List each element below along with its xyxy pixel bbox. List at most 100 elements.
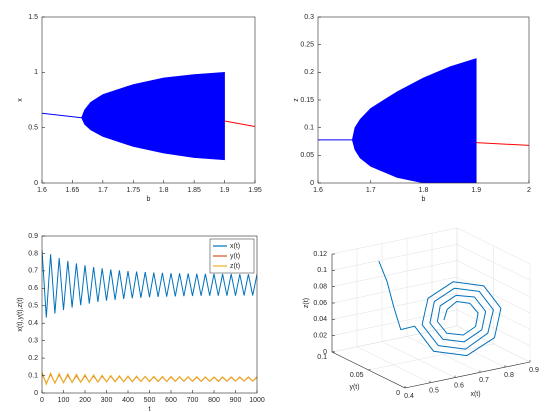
- z-axis-label: z(t): [303, 298, 310, 308]
- y-tick-label: 0.05: [300, 152, 314, 159]
- x-tick-label: 1.6: [313, 187, 323, 194]
- x-tick-label: 1.9: [471, 187, 481, 194]
- y-tick: [404, 387, 408, 389]
- x-axis: [404, 361, 531, 389]
- y-tick-label: 0.4: [28, 320, 38, 327]
- z-tick-label: 0.06: [313, 300, 327, 307]
- z-tick-label: 0.1: [317, 267, 327, 274]
- grid-line: [456, 325, 531, 363]
- x-tick-label: 1000: [249, 397, 265, 404]
- x-tick-label: 200: [79, 397, 91, 404]
- y-tick-label: 0.6: [28, 285, 38, 292]
- grid-line: [331, 309, 458, 336]
- band: [81, 72, 225, 161]
- x-tick-label: 2: [527, 187, 531, 194]
- grid-line: [456, 276, 531, 314]
- x-tick-label: 1.8: [159, 187, 169, 194]
- x-tick-label: 0.4: [404, 393, 414, 400]
- series-line: [42, 371, 257, 386]
- y-tick-label: 0.5: [28, 303, 38, 310]
- y-tick-label: 0.3: [28, 338, 38, 345]
- y-tick-label: 0: [34, 180, 38, 187]
- y-tick-label: 0.7: [28, 268, 38, 275]
- legend-label: z(t): [230, 263, 240, 270]
- y-tick-label: 0: [34, 390, 38, 397]
- z-tick-label: 0.02: [313, 333, 327, 340]
- x-tick-label: 1.75: [126, 187, 140, 194]
- x-tick-label: 400: [122, 397, 134, 404]
- y-axis-label: z: [293, 98, 300, 102]
- trajectory: [378, 261, 502, 357]
- grid-line: [331, 244, 458, 271]
- y-tick-label: 1.5: [28, 14, 38, 21]
- y-tick-label: 0.15: [300, 97, 314, 104]
- x-tick-label: 0.8: [504, 372, 514, 379]
- z-tick-label: 0.08: [313, 284, 327, 291]
- x-tick-label: 1.85: [187, 187, 201, 194]
- x-tick-label: 300: [101, 397, 113, 404]
- grid-line: [456, 244, 531, 281]
- x-axis-label: t: [149, 406, 151, 412]
- y-tick-label: 0.2: [304, 69, 314, 76]
- y-tick-label: 0.2: [28, 355, 38, 362]
- x-tick-label: 100: [58, 397, 70, 404]
- x-tick-label: 1.7: [98, 187, 108, 194]
- y-tick-label: 0.1: [304, 125, 314, 132]
- legend-label: x(t): [230, 243, 240, 250]
- grid-line: [331, 293, 458, 320]
- x-tick-label: 0.6: [454, 382, 464, 389]
- x-tick-label: 1.9: [220, 187, 230, 194]
- x-axis-label: b: [422, 196, 426, 203]
- z-tick-label: 0.04: [313, 316, 327, 323]
- y-axis-label: x: [17, 98, 24, 102]
- x-tick-label: 0.9: [529, 367, 539, 374]
- x-tick-label: 700: [187, 397, 199, 404]
- x-tick-label: 1.8: [419, 187, 429, 194]
- legend-label: y(t): [230, 253, 240, 260]
- x-tick-label: 1.6: [37, 187, 47, 194]
- y-tick-label: 0.1: [28, 372, 38, 379]
- y-tick-label: 1: [34, 69, 38, 76]
- x-tick-label: 1.7: [366, 187, 376, 194]
- x-tick-label: 1.95: [248, 187, 262, 194]
- x-tick-label: 1.65: [66, 187, 80, 194]
- y-tick-label: 0.5: [28, 125, 38, 132]
- y-tick-label: 0: [396, 390, 400, 397]
- z-tick-label: 0: [323, 349, 327, 356]
- x-tick-label: 0.5: [429, 388, 439, 395]
- y-tick: [368, 369, 371, 371]
- y-axis-label: y(t): [349, 384, 359, 391]
- series-line: [42, 249, 257, 318]
- y-tick-label: 0: [310, 180, 314, 187]
- y-tick-label: 0.05: [350, 372, 364, 379]
- grid-line: [331, 276, 458, 304]
- grid-line: [456, 260, 531, 297]
- band: [351, 58, 477, 183]
- y-tick-label: 0.3: [304, 14, 314, 21]
- z-tick-label: 0.12: [313, 251, 327, 258]
- x-tick-label: 600: [165, 397, 177, 404]
- grid-line: [331, 260, 458, 287]
- x-tick-label: 500: [144, 397, 156, 404]
- y-tick-label: 0.25: [300, 42, 314, 49]
- branch-line: [42, 112, 82, 119]
- x-axis-label: x(t): [470, 391, 480, 398]
- grid-line: [368, 343, 494, 371]
- y-tick-label: 0.1: [317, 354, 327, 361]
- grid-line: [456, 227, 531, 265]
- axes-box: [41, 16, 256, 184]
- branch-line: [224, 120, 255, 128]
- branch-line: [476, 142, 529, 146]
- y-tick-label: 0.8: [28, 250, 38, 257]
- grid-line: [331, 325, 458, 353]
- x-tick-label: 0.7: [479, 377, 489, 384]
- x-axis-label: b: [147, 196, 151, 203]
- y-tick-label: 0.9: [28, 233, 38, 240]
- x-tick-label: 800: [208, 397, 220, 404]
- y-axis-label: x(t),y(t),z(t): [17, 297, 24, 331]
- x-tick-label: 900: [230, 397, 242, 404]
- grid-line: [456, 309, 531, 346]
- grid-line: [331, 227, 458, 255]
- x-tick-label: 0: [40, 397, 44, 404]
